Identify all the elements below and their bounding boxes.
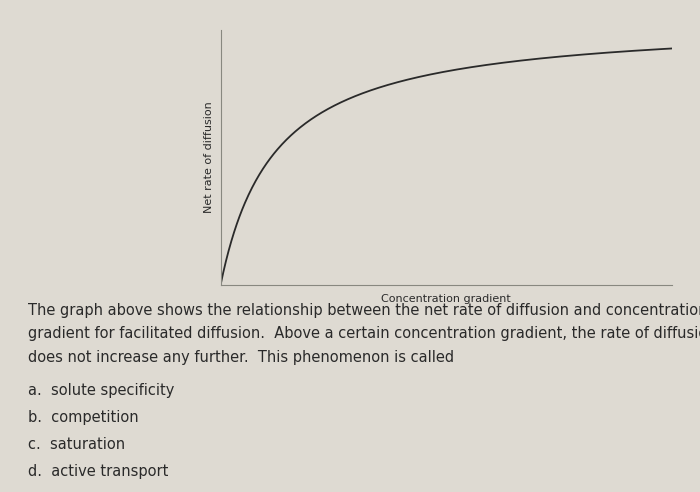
Text: gradient for facilitated diffusion.  Above a certain concentration gradient, the: gradient for facilitated diffusion. Abov… — [28, 326, 700, 341]
Text: does not increase any further.  This phenomenon is called: does not increase any further. This phen… — [28, 350, 454, 365]
Text: d.  active transport: d. active transport — [28, 464, 169, 479]
X-axis label: Concentration gradient: Concentration gradient — [382, 294, 511, 304]
Text: The graph above shows the relationship between the net rate of diffusion and con: The graph above shows the relationship b… — [28, 303, 700, 317]
Text: c.  saturation: c. saturation — [28, 437, 125, 452]
Y-axis label: Net rate of diffusion: Net rate of diffusion — [204, 101, 214, 214]
Text: b.  competition: b. competition — [28, 410, 139, 425]
Text: a.  solute specificity: a. solute specificity — [28, 383, 174, 398]
